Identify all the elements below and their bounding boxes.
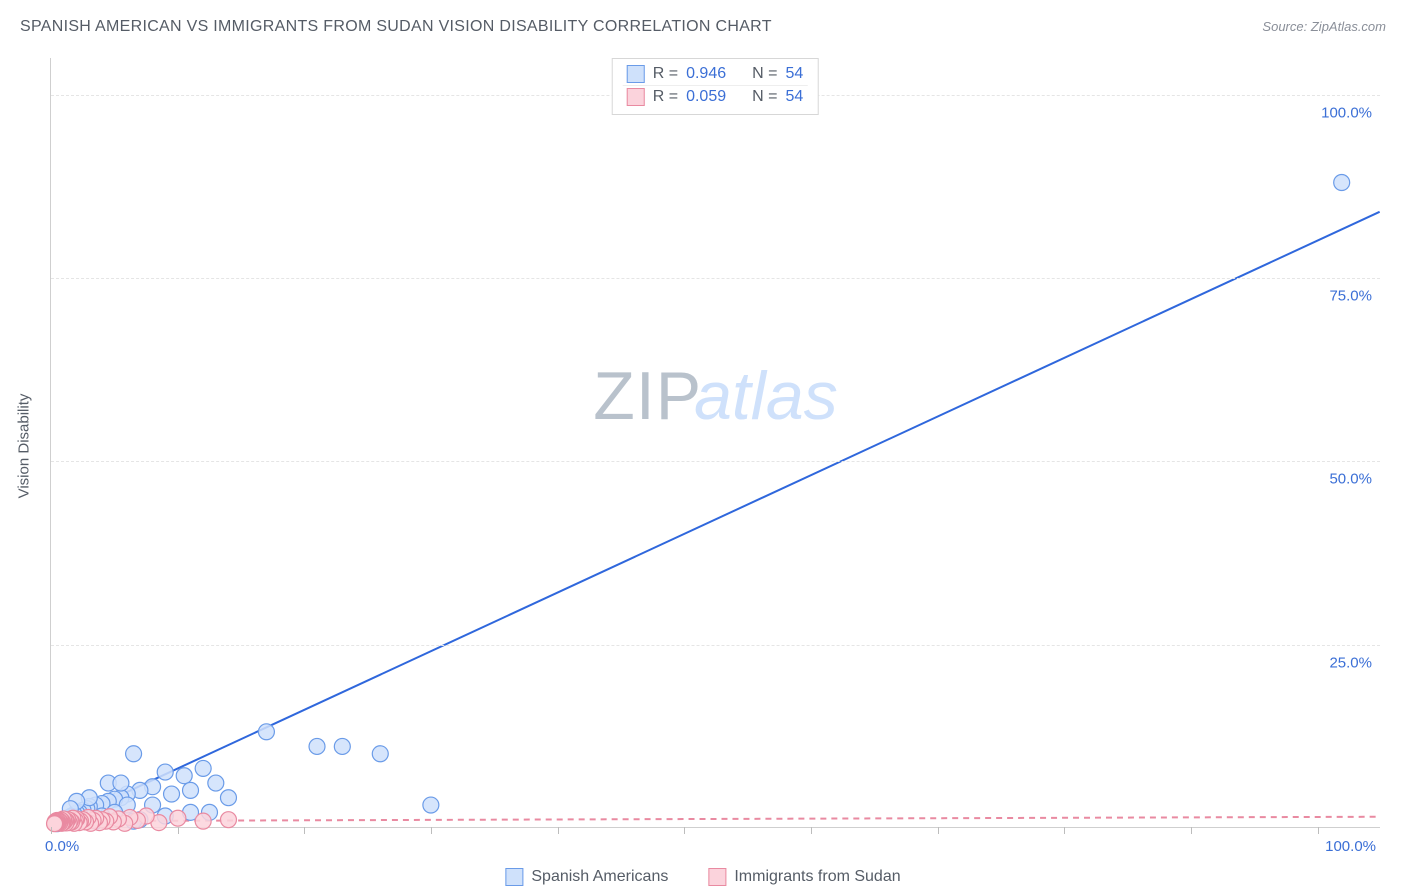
point-sudan [195,813,211,829]
x-tick [558,827,559,834]
x-tick [938,827,939,834]
x-tick [1064,827,1065,834]
point-spanish [126,746,142,762]
source-label: Source: [1262,19,1307,34]
n-label: N = [752,65,777,83]
point-sudan [220,812,236,828]
legend-row-sudan: R = 0.059 N = 54 [623,85,808,108]
x-tick [304,827,305,834]
legend-row-spanish: R = 0.946 N = 54 [623,63,808,85]
x-tick [1318,827,1319,834]
swatch-sudan [627,88,645,106]
legend-item-sudan: Immigrants from Sudan [708,868,900,886]
r-label: R = [653,88,678,106]
y-tick-label: 100.0% [1321,104,1372,121]
point-spanish [1334,175,1350,191]
n-value-spanish: 54 [785,65,803,83]
point-spanish [164,786,180,802]
chart-area: ZIPatlas 25.0%50.0%75.0%100.0%0.0%100.0%… [50,58,1380,828]
point-spanish [334,738,350,754]
point-spanish [423,797,439,813]
r-value-spanish: 0.946 [686,65,726,83]
source-value: ZipAtlas.com [1311,19,1386,34]
point-sudan [47,816,63,832]
chart-header: SPANISH AMERICAN VS IMMIGRANTS FROM SUDA… [20,18,1386,36]
x-tick [1191,827,1192,834]
x-tick [684,827,685,834]
x-tick [51,827,52,834]
point-spanish [372,746,388,762]
y-axis-title: Vision Disability [16,394,33,499]
r-label: R = [653,65,678,83]
point-sudan [170,810,186,826]
n-value-sudan: 54 [785,88,803,106]
plot-svg [51,58,1380,827]
n-label: N = [752,88,777,106]
legend-label-spanish: Spanish Americans [531,868,668,886]
y-tick-label: 50.0% [1329,471,1372,488]
swatch-sudan-icon [708,868,726,886]
chart-source: Source: ZipAtlas.com [1262,19,1386,34]
gridline [51,461,1380,462]
series-legend: Spanish Americans Immigrants from Sudan [505,868,900,886]
gridline [51,278,1380,279]
point-spanish [183,782,199,798]
correlation-legend: R = 0.946 N = 54 R = 0.059 N = 54 [612,58,819,115]
y-tick-label: 25.0% [1329,654,1372,671]
x-tick-label-max: 100.0% [1325,838,1376,855]
x-tick [431,827,432,834]
x-tick [811,827,812,834]
chart-title: SPANISH AMERICAN VS IMMIGRANTS FROM SUDA… [20,18,772,36]
plot-region: ZIPatlas 25.0%50.0%75.0%100.0%0.0%100.0% [50,58,1380,828]
point-spanish [220,790,236,806]
x-tick-label-min: 0.0% [45,838,79,855]
x-tick [178,827,179,834]
point-spanish [113,775,129,791]
point-spanish [195,760,211,776]
legend-item-spanish: Spanish Americans [505,868,668,886]
y-tick-label: 75.0% [1329,288,1372,305]
swatch-spanish-icon [505,868,523,886]
swatch-spanish [627,65,645,83]
point-spanish [208,775,224,791]
trendline-spanish [51,212,1379,827]
point-spanish [176,768,192,784]
point-spanish [309,738,325,754]
gridline [51,645,1380,646]
legend-label-sudan: Immigrants from Sudan [734,868,900,886]
trendline-sudan [51,817,1379,821]
point-spanish [157,764,173,780]
r-value-sudan: 0.059 [686,88,726,106]
point-spanish [258,724,274,740]
